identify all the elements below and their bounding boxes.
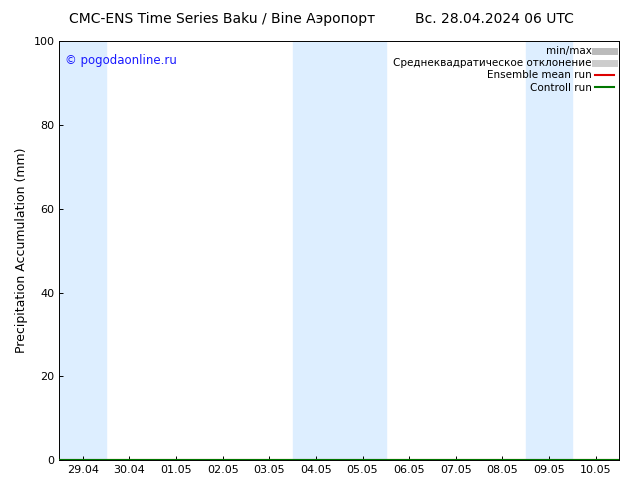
Bar [526,41,573,460]
Bar [292,41,339,460]
Bar [339,41,386,460]
Text: CMC-ENS Time Series Baku / Bine Аэропорт: CMC-ENS Time Series Baku / Bine Аэропорт [69,12,375,26]
Bar [60,41,106,460]
Legend: min/max, Среднеквадратическое отклонение, Ensemble mean run, Controll run: min/max, Среднеквадратическое отклонение… [389,42,618,97]
Y-axis label: Precipitation Accumulation (mm): Precipitation Accumulation (mm) [15,148,28,353]
Text: © pogodaonline.ru: © pogodaonline.ru [65,53,177,67]
Text: Вс. 28.04.2024 06 UTC: Вс. 28.04.2024 06 UTC [415,12,574,26]
